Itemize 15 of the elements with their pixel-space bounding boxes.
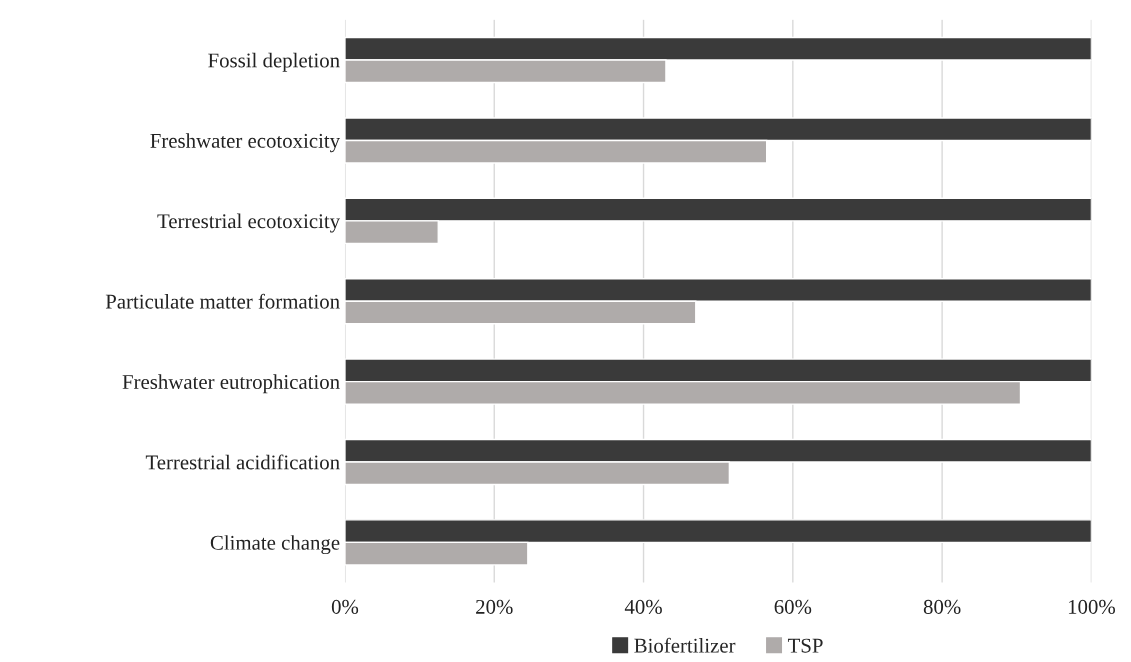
x-tick-label: 60% xyxy=(774,599,812,614)
legend-label: Biofertilizer xyxy=(634,637,736,653)
x-tick-label: 80% xyxy=(923,599,961,614)
y-tick-label: Freshwater eutrophication xyxy=(122,374,340,394)
x-tick-label: 40% xyxy=(624,599,662,614)
y-tick-label: Particulate matter formation xyxy=(105,293,340,309)
x-tick-label: 0% xyxy=(331,599,359,614)
y-tick-label: Freshwater ecotoxicity xyxy=(150,133,341,153)
y-tick-label: Terrestrial acidification xyxy=(145,454,340,470)
y-tick-label: Terrestrial ecotoxicity xyxy=(157,213,341,233)
y-tick-label: Climate change xyxy=(210,535,340,555)
x-tick-label: 20% xyxy=(476,599,513,614)
legend-label: TSP xyxy=(787,638,823,653)
x-tick-label: 100% xyxy=(1068,599,1116,614)
y-tick-label: Fossil depletion xyxy=(208,52,340,72)
